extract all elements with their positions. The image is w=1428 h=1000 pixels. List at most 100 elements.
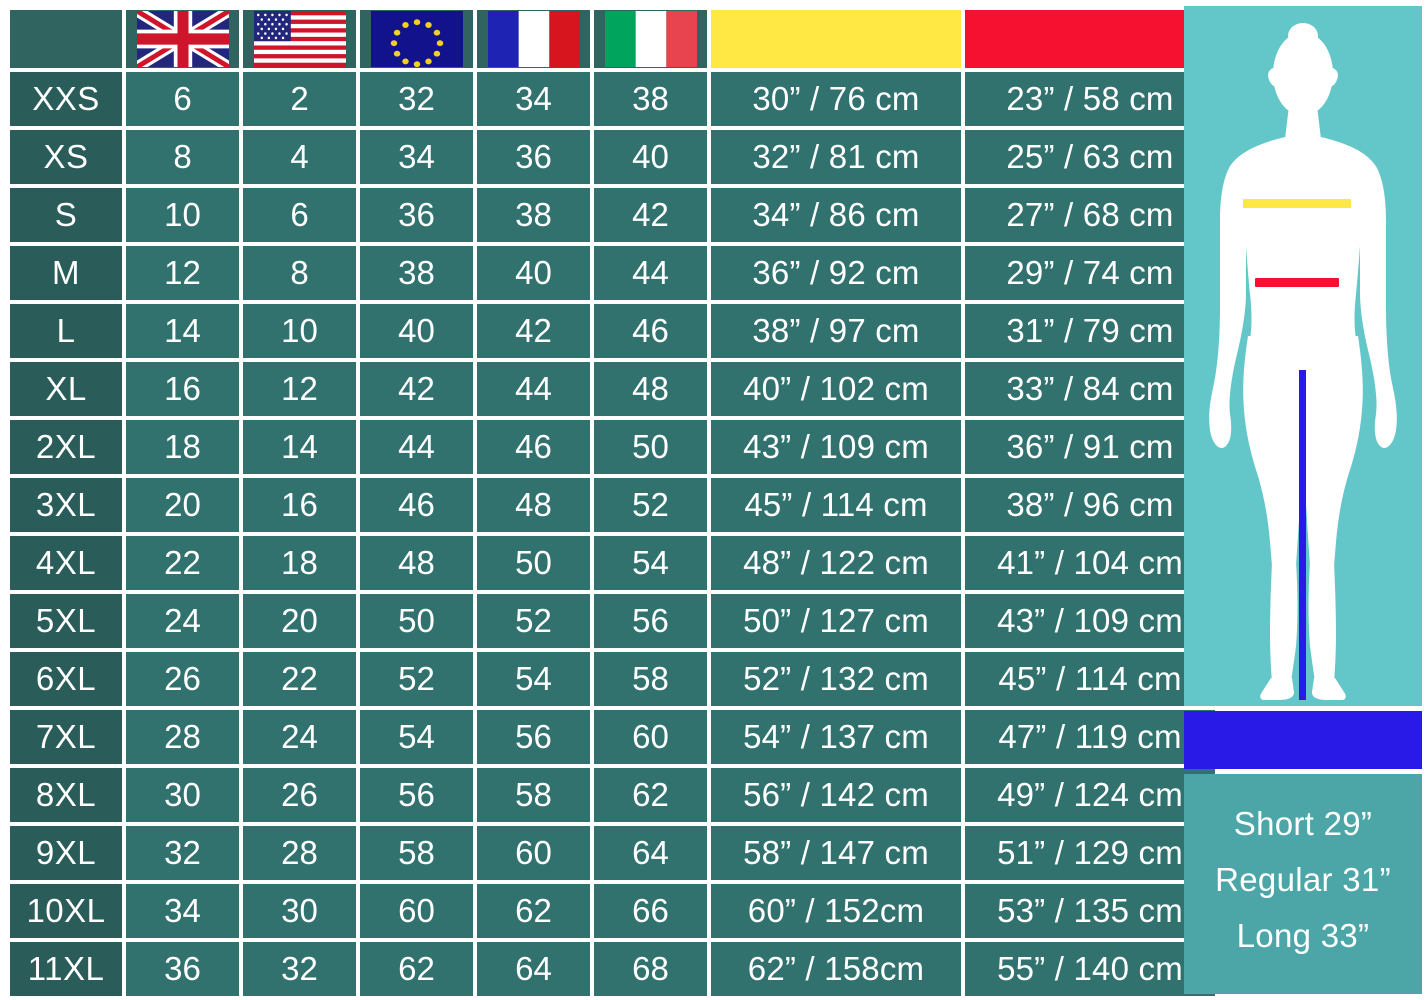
cell-fr: 38 xyxy=(477,188,590,242)
red-waist-bar xyxy=(965,10,1215,68)
cell-bust: 30” / 76 cm xyxy=(711,72,961,126)
cell-eu: 38 xyxy=(360,246,473,300)
silhouette-svg xyxy=(1209,23,1397,700)
cell-bust: 32” / 81 cm xyxy=(711,130,961,184)
cell-uk: 10 xyxy=(126,188,239,242)
cell-it: 38 xyxy=(594,72,707,126)
cell-us: 12 xyxy=(243,362,356,416)
cell-eu: 54 xyxy=(360,710,473,764)
italy-flag-icon xyxy=(604,11,697,67)
cell-size-label: 6XL xyxy=(10,652,122,706)
cell-uk: 34 xyxy=(126,884,239,938)
cell-uk: 24 xyxy=(126,594,239,648)
blue-inseam-bar xyxy=(1184,711,1422,769)
cell-waist: 55” / 140 cm xyxy=(965,942,1215,996)
cell-us: 4 xyxy=(243,130,356,184)
cell-eu: 56 xyxy=(360,768,473,822)
cell-waist: 53” / 135 cm xyxy=(965,884,1215,938)
cell-bust: 62” / 158cm xyxy=(711,942,961,996)
cell-waist: 43” / 109 cm xyxy=(965,594,1215,648)
cell-fr: 42 xyxy=(477,304,590,358)
table-row: 7XL 28 24 54 56 60 54” / 137 cm 47” / 119 cm xyxy=(10,710,1215,764)
cell-fr: 46 xyxy=(477,420,590,474)
cell-eu: 32 xyxy=(360,72,473,126)
female-body-silhouette xyxy=(1184,6,1422,706)
cell-it: 58 xyxy=(594,652,707,706)
cell-bust: 56” / 142 cm xyxy=(711,768,961,822)
cell-uk: 20 xyxy=(126,478,239,532)
cell-waist: 38” / 96 cm xyxy=(965,478,1215,532)
table-row: 9XL 32 28 58 60 64 58” / 147 cm 51” / 129 cm xyxy=(10,826,1215,880)
cell-uk: 16 xyxy=(126,362,239,416)
cell-it: 60 xyxy=(594,710,707,764)
table-row: 3XL 20 16 46 48 52 45” / 114 cm 38” / 96 cm xyxy=(10,478,1215,532)
cell-eu: 34 xyxy=(360,130,473,184)
cell-uk: 18 xyxy=(126,420,239,474)
table-row: XXS 6 2 32 34 38 30” / 76 cm 23” / 58 cm xyxy=(10,72,1215,126)
cell-us: 14 xyxy=(243,420,356,474)
header-us xyxy=(243,10,356,68)
cell-fr: 34 xyxy=(477,72,590,126)
cell-bust: 58” / 147 cm xyxy=(711,826,961,880)
cell-us: 6 xyxy=(243,188,356,242)
figure-panel: Short 29” Regular 31” Long 33” xyxy=(1184,0,1428,1000)
cell-fr: 40 xyxy=(477,246,590,300)
bust-measure-line xyxy=(1243,199,1351,208)
cell-bust: 40” / 102 cm xyxy=(711,362,961,416)
cell-eu: 44 xyxy=(360,420,473,474)
cell-it: 66 xyxy=(594,884,707,938)
cell-it: 62 xyxy=(594,768,707,822)
cell-eu: 36 xyxy=(360,188,473,242)
table-row: 6XL 26 22 52 54 58 52” / 132 cm 45” / 114 cm xyxy=(10,652,1215,706)
cell-it: 64 xyxy=(594,826,707,880)
cell-it: 44 xyxy=(594,246,707,300)
cell-uk: 26 xyxy=(126,652,239,706)
cell-it: 48 xyxy=(594,362,707,416)
cell-us: 26 xyxy=(243,768,356,822)
waist-measure-line xyxy=(1255,278,1339,287)
cell-uk: 6 xyxy=(126,72,239,126)
cell-waist: 36” / 91 cm xyxy=(965,420,1215,474)
cell-size-label: 2XL xyxy=(10,420,122,474)
cell-waist: 23” / 58 cm xyxy=(965,72,1215,126)
cell-eu: 62 xyxy=(360,942,473,996)
cell-size-label: XXS xyxy=(10,72,122,126)
cell-it: 54 xyxy=(594,536,707,590)
cell-size-label: 8XL xyxy=(10,768,122,822)
cell-fr: 60 xyxy=(477,826,590,880)
cell-size-label: M xyxy=(10,246,122,300)
cell-uk: 14 xyxy=(126,304,239,358)
cell-it: 68 xyxy=(594,942,707,996)
cell-us: 22 xyxy=(243,652,356,706)
cell-bust: 43” / 109 cm xyxy=(711,420,961,474)
table-row: 2XL 18 14 44 46 50 43” / 109 cm 36” / 91 cm xyxy=(10,420,1215,474)
inseam-short-label: Short 29” xyxy=(1233,805,1373,842)
cell-waist: 29” / 74 cm xyxy=(965,246,1215,300)
cell-eu: 50 xyxy=(360,594,473,648)
cell-bust: 48” / 122 cm xyxy=(711,536,961,590)
cell-waist: 51” / 129 cm xyxy=(965,826,1215,880)
cell-fr: 54 xyxy=(477,652,590,706)
cell-size-label: 11XL xyxy=(10,942,122,996)
cell-fr: 56 xyxy=(477,710,590,764)
cell-us: 32 xyxy=(243,942,356,996)
cell-uk: 22 xyxy=(126,536,239,590)
cell-size-label: 4XL xyxy=(10,536,122,590)
us-flag-icon xyxy=(253,11,346,67)
cell-size-label: S xyxy=(10,188,122,242)
cell-bust: 50” / 127 cm xyxy=(711,594,961,648)
header-eu xyxy=(360,10,473,68)
cell-it: 42 xyxy=(594,188,707,242)
cell-fr: 58 xyxy=(477,768,590,822)
cell-us: 8 xyxy=(243,246,356,300)
size-table: XXS 6 2 32 34 38 30” / 76 cm 23” / 58 cm XS 8 4 34 3… xyxy=(6,6,1219,1000)
cell-fr: 62 xyxy=(477,884,590,938)
cell-eu: 42 xyxy=(360,362,473,416)
cell-fr: 50 xyxy=(477,536,590,590)
uk-flag-icon xyxy=(136,11,229,67)
cell-bust: 60” / 152cm xyxy=(711,884,961,938)
cell-eu: 60 xyxy=(360,884,473,938)
cell-size-label: 9XL xyxy=(10,826,122,880)
cell-it: 50 xyxy=(594,420,707,474)
